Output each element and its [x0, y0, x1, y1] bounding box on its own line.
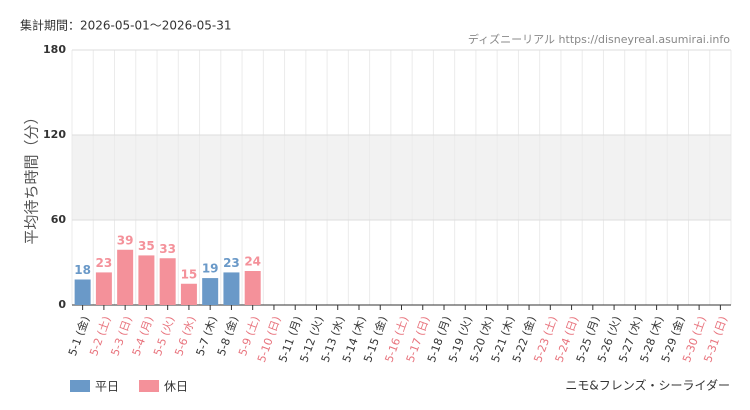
bar — [180, 283, 197, 305]
legend-swatch — [139, 380, 160, 392]
bar — [74, 279, 91, 305]
value-label: 19 — [202, 262, 219, 276]
bar — [117, 249, 134, 305]
legend-label: 休日 — [164, 380, 188, 394]
value-label: 39 — [117, 233, 134, 247]
y-tick-label: 0 — [58, 298, 66, 311]
bar — [244, 271, 261, 305]
bar — [223, 272, 240, 305]
shaded-band — [72, 135, 731, 220]
value-label: 23 — [96, 256, 113, 270]
source: ディズニーリアル https://disneyreal.asumirai.inf… — [468, 32, 730, 46]
y-axis-label: 平均待ち時間（分） — [23, 109, 41, 244]
attraction: ニモ&フレンズ・シーライダー — [565, 378, 730, 393]
period: 集計期間：2026-05-01～2026-05-31 — [20, 18, 231, 33]
bar — [138, 255, 155, 305]
value-label: 18 — [74, 263, 91, 277]
y-tick-label: 180 — [43, 43, 66, 56]
bar — [159, 258, 176, 305]
value-label: 23 — [223, 256, 240, 270]
value-label: 24 — [244, 255, 261, 269]
value-label: 35 — [138, 239, 155, 253]
legend-swatch — [70, 380, 90, 392]
bar — [202, 278, 219, 305]
legend-label: 平日 — [95, 380, 119, 394]
value-label: 15 — [181, 267, 198, 281]
y-tick-label: 60 — [51, 213, 67, 226]
y-tick-label: 120 — [43, 128, 66, 141]
bar — [95, 272, 112, 305]
value-label: 33 — [159, 242, 176, 256]
